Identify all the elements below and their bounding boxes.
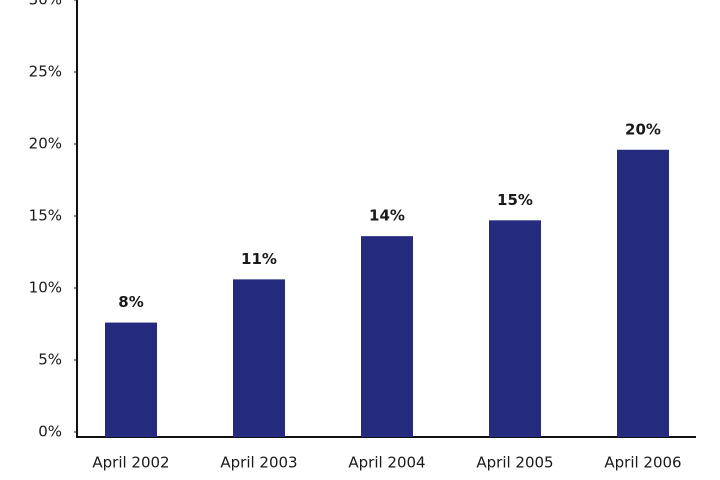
- bar: [233, 279, 285, 437]
- y-tick-label: 15%: [29, 207, 62, 225]
- x-tick-label: April 2004: [348, 454, 425, 472]
- x-tick-label: April 2005: [476, 454, 553, 472]
- bar: [489, 220, 541, 437]
- bar: [617, 149, 669, 437]
- value-label: 11%: [241, 250, 277, 268]
- y-tick-label: 10%: [29, 279, 62, 297]
- x-tick-label: April 2006: [604, 454, 681, 472]
- value-label: 14%: [369, 207, 405, 225]
- x-tick-label: April 2003: [220, 454, 297, 472]
- y-tick-label: 30%: [29, 0, 62, 9]
- y-tick-label: 25%: [29, 63, 62, 81]
- value-label: 15%: [497, 191, 533, 209]
- y-tick-label: 0%: [38, 423, 62, 441]
- bar: [361, 236, 413, 437]
- value-label: 8%: [118, 293, 143, 311]
- bar: [105, 322, 157, 437]
- value-label: 20%: [625, 120, 661, 138]
- y-tick-label: 20%: [29, 135, 62, 153]
- x-tick-label: April 2002: [92, 454, 169, 472]
- y-tick-label: 5%: [38, 351, 62, 369]
